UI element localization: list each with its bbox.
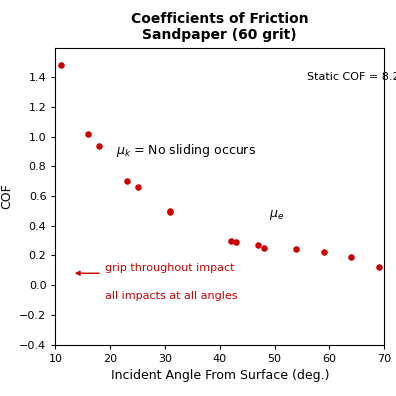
Point bbox=[96, 142, 103, 148]
Point bbox=[85, 130, 91, 137]
Point bbox=[261, 245, 267, 251]
Y-axis label: COF: COF bbox=[1, 183, 14, 209]
Title: Coefficients of Friction
Sandpaper (60 grit): Coefficients of Friction Sandpaper (60 g… bbox=[131, 12, 308, 42]
X-axis label: Incident Angle From Surface (deg.): Incident Angle From Surface (deg.) bbox=[110, 369, 329, 382]
Text: all impacts at all angles: all impacts at all angles bbox=[105, 291, 237, 301]
Point bbox=[348, 254, 354, 260]
Text: $\mu_e$: $\mu_e$ bbox=[269, 208, 284, 222]
Point bbox=[228, 237, 234, 244]
Text: Static COF = 8.238: Static COF = 8.238 bbox=[307, 72, 396, 82]
Point bbox=[134, 184, 141, 190]
Point bbox=[321, 249, 327, 256]
Point bbox=[293, 246, 300, 253]
Text: grip throughout impact: grip throughout impact bbox=[105, 263, 234, 273]
Point bbox=[167, 209, 173, 215]
Point bbox=[167, 208, 173, 214]
Point bbox=[255, 242, 261, 248]
Point bbox=[375, 264, 382, 270]
Text: $\mu_k$ = No sliding occurs: $\mu_k$ = No sliding occurs bbox=[116, 143, 256, 160]
Point bbox=[124, 178, 130, 185]
Point bbox=[233, 239, 239, 245]
Point bbox=[58, 62, 64, 69]
